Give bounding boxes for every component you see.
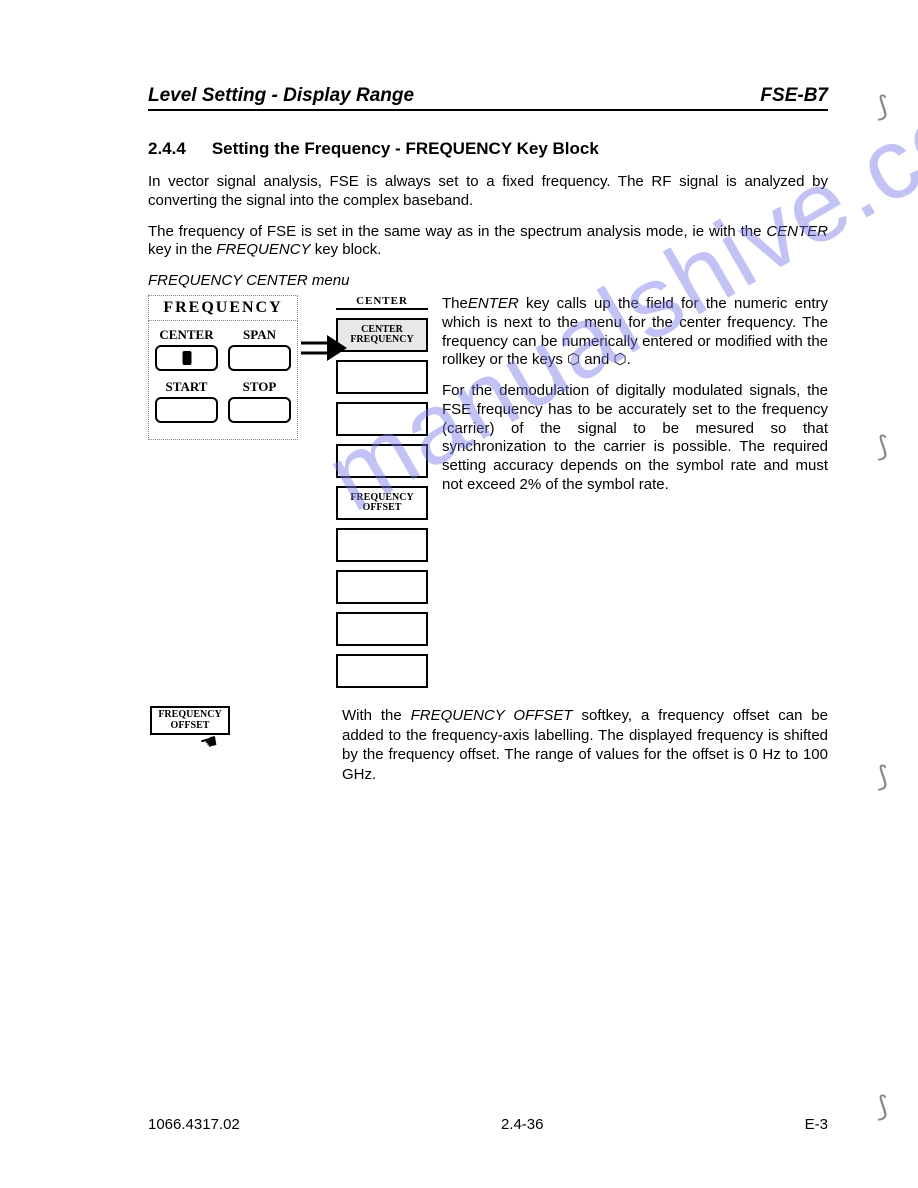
mini-softkey-l1: FREQUENCY (152, 710, 228, 721)
key-label-stop: STOP (228, 379, 291, 395)
mini-softkey-l2: OFFSET (152, 721, 228, 732)
para2-b: key in the (148, 241, 216, 258)
softkey-empty (336, 654, 428, 688)
para2-a: The frequency of FSE is set in the same … (148, 223, 766, 240)
softkey-column: CENTER CENTER FREQUENCY FREQUENCY OFFSET (336, 295, 428, 688)
menu-caption-b: menu (308, 272, 350, 289)
footer-left: 1066.4317.02 (148, 1116, 240, 1133)
paragraph-2: The frequency of FSE is set in the same … (148, 223, 828, 261)
right-para-2: For the demodulation of digitally modula… (442, 382, 828, 495)
section-number: 2.4.4 (148, 139, 186, 159)
para2-c: key block. (311, 241, 382, 258)
softkey-header: CENTER (336, 295, 428, 310)
stop-key-button (228, 397, 291, 423)
page-footer: 1066.4317.02 2.4-36 E-3 (148, 1116, 828, 1133)
page-curl-icon: ⟆ (877, 430, 888, 463)
rp1-enter: ENTER (468, 295, 519, 312)
paragraph-1: In vector signal analysis, FSE is always… (148, 173, 828, 211)
offset-paragraph: With the FREQUENCY OFFSET softkey, a fre… (342, 706, 828, 784)
rp1-a: The (442, 295, 468, 312)
page-curl-icon: ⟆ (877, 1090, 888, 1123)
page-header: Level Setting - Display Range FSE-B7 (148, 85, 828, 111)
softkey-center-frequency: CENTER FREQUENCY (336, 318, 428, 352)
page-curl-icon: ⟆ (877, 760, 888, 793)
key-label-center: CENTER (155, 327, 218, 343)
header-left: Level Setting - Display Range (148, 85, 414, 107)
softkey-empty (336, 570, 428, 604)
right-para-1: TheENTER key calls up the field for the … (442, 295, 828, 370)
softkey-empty (336, 402, 428, 436)
menu-caption: FREQUENCY CENTER menu (148, 272, 828, 289)
softkey-empty (336, 612, 428, 646)
page-curl-icon: ⟆ (877, 90, 888, 123)
keyblock-title: FREQUENCY (148, 295, 298, 321)
center-key-button (155, 345, 218, 371)
start-key-button (155, 397, 218, 423)
span-key-button (228, 345, 291, 371)
softkey-empty (336, 360, 428, 394)
arrow-icon (299, 333, 349, 363)
footer-center: 2.4-36 (501, 1116, 544, 1133)
para2-freq: FREQUENCY (216, 241, 310, 258)
section-title: Setting the Frequency - FREQUENCY Key Bl… (212, 139, 599, 159)
softkey-frequency-offset: FREQUENCY OFFSET (336, 486, 428, 520)
frequency-key-block: FREQUENCY CENTER SPAN START STOP (148, 295, 298, 440)
menu-caption-a: FREQUENCY CENTER (148, 272, 308, 289)
mini-softkey-frequency-offset: FREQUENCY OFFSET (150, 706, 230, 735)
key-label-start: START (155, 379, 218, 395)
offset-key: FREQUENCY OFFSET (411, 707, 573, 724)
key-label-span: SPAN (228, 327, 291, 343)
softkey-empty (336, 444, 428, 478)
section-heading: 2.4.4 Setting the Frequency - FREQUENCY … (148, 139, 828, 159)
softkey-empty (336, 528, 428, 562)
softkey-label: CENTER FREQUENCY (338, 325, 426, 346)
offset-a: With the (342, 707, 411, 724)
softkey-label: FREQUENCY OFFSET (338, 493, 426, 514)
footer-right: E-3 (805, 1116, 828, 1133)
para2-center: CENTER (766, 223, 828, 240)
header-right: FSE-B7 (760, 85, 828, 107)
